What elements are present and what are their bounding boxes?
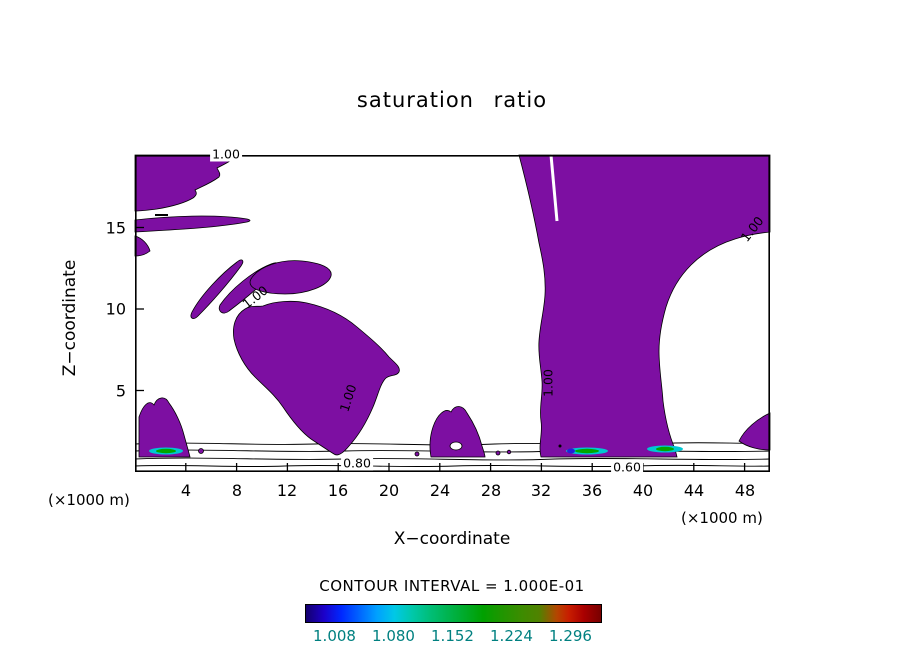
- x-tick-label: 24: [429, 481, 451, 500]
- z-axis-label: Z−coordinate: [60, 259, 80, 377]
- colorbar-tick-label: 1.152: [431, 627, 474, 645]
- surface-cell-green: [156, 448, 176, 454]
- surface-cell-green: [656, 446, 674, 452]
- colorbar-labels: 1.008 1.080 1.152 1.224 1.296: [305, 627, 600, 645]
- filled-region-surface-left: [138, 397, 191, 458]
- contour-label-0.60: 0.60: [611, 459, 643, 475]
- x-tick-label: 20: [378, 481, 400, 500]
- surface-cell-green: [575, 448, 599, 454]
- x-tick-label: 40: [632, 481, 654, 500]
- colorbar-tick-label: 1.080: [372, 627, 415, 645]
- filled-region-sliver-1: [190, 259, 244, 319]
- filled-dot: [506, 449, 512, 455]
- surface-contour-line: [134, 464, 771, 468]
- z-tick-label: 15: [105, 218, 126, 238]
- z-axis-unit: (×1000 m): [48, 491, 130, 509]
- colorbar-tick-label: 1.008: [313, 627, 356, 645]
- filled-region-left-wedge: [134, 235, 151, 257]
- colorbar: [305, 604, 602, 623]
- x-tick-label: 48: [734, 481, 756, 500]
- colorbar-tick-label: 1.296: [549, 627, 592, 645]
- white-slit: [549, 154, 559, 222]
- filled-region-right-edge-wedge: [738, 412, 771, 451]
- black-dot: [558, 444, 562, 448]
- filled-dot: [198, 448, 204, 454]
- surface-cell-blue: [567, 448, 575, 454]
- filled-region-sliver-3: [249, 260, 332, 295]
- surface-contour-line: [134, 457, 771, 461]
- chart-title: saturation ratio: [356, 88, 548, 112]
- x-tick-label: 32: [530, 481, 552, 500]
- plot-area: 1.00 1.00 1.00 1.00 1.00 0.80 0.60: [134, 146, 771, 475]
- filled-region-thin-layer: [134, 215, 251, 233]
- filled-dot: [495, 450, 501, 456]
- filled-dot: [414, 451, 420, 457]
- x-tick-label: 12: [276, 481, 298, 500]
- x-tick-label: 4: [180, 481, 192, 500]
- white-hole: [449, 441, 463, 451]
- z-tick-label: 5: [115, 381, 126, 401]
- contour-label-0.80: 0.80: [341, 455, 373, 471]
- contour-plot-canvas: [134, 154, 771, 472]
- x-tick-label: 16: [327, 481, 349, 500]
- filled-region-surface-mid: [429, 406, 486, 458]
- z-tick-label: 10: [105, 299, 126, 319]
- x-axis-label: X−coordinate: [393, 529, 511, 549]
- filled-region-central-cloud: [233, 300, 400, 456]
- plot-frame: [135, 155, 771, 472]
- filled-region-upper-left: [134, 154, 238, 212]
- surface-contour-line: [134, 442, 771, 446]
- contour-label-1.00: 1.00: [210, 146, 242, 162]
- x-tick-label: 8: [231, 481, 243, 500]
- contour-interval-text: CONTOUR INTERVAL = 1.000E-01: [319, 577, 585, 595]
- x-tick-label: 28: [480, 481, 502, 500]
- x-axis-ticks: [185, 463, 746, 471]
- x-tick-label: 36: [581, 481, 603, 500]
- filled-region-right-column: [518, 154, 771, 458]
- contour-label-1.00: 1.00: [540, 369, 556, 397]
- z-axis-ticks: [136, 226, 144, 392]
- colorbar-tick-label: 1.224: [490, 627, 533, 645]
- x-tick-label: 44: [683, 481, 705, 500]
- x-axis-unit: (×1000 m): [681, 509, 763, 527]
